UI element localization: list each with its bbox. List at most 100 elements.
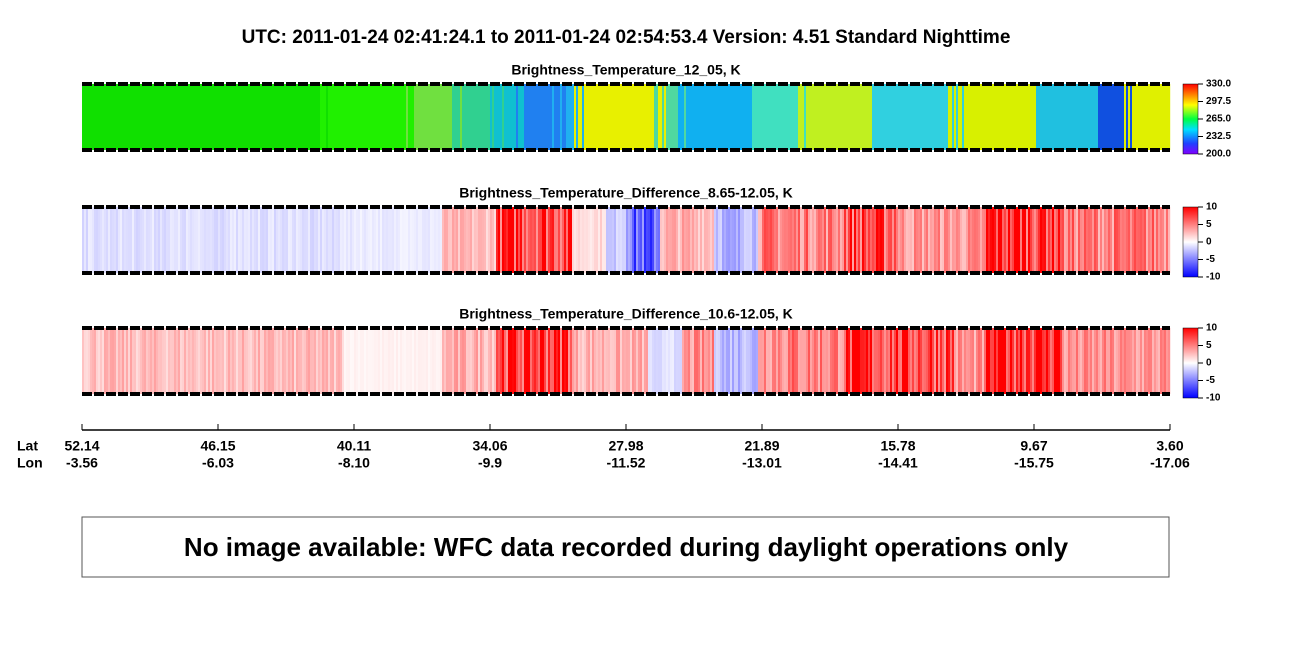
image-stripe [982, 207, 985, 273]
image-stripe [856, 84, 859, 150]
image-stripe [570, 84, 573, 150]
image-stripe [674, 207, 677, 273]
image-stripe [800, 207, 803, 273]
image-stripe [858, 328, 861, 394]
image-stripe [1112, 84, 1115, 150]
image-stripe [652, 207, 655, 273]
image-stripe [968, 84, 971, 150]
image-stripe [386, 84, 389, 150]
image-stripe [412, 207, 415, 273]
image-stripe [364, 207, 367, 273]
image-stripe [616, 328, 619, 394]
image-stripe [524, 207, 527, 273]
image-stripe [176, 207, 179, 273]
image-stripe [682, 207, 685, 273]
image-stripe [798, 84, 801, 150]
image-stripe [1112, 328, 1115, 394]
colorbar-tick-label: 10 [1206, 323, 1218, 334]
image-stripe [716, 207, 719, 273]
image-stripe [1046, 84, 1049, 150]
image-stripe [510, 207, 513, 273]
image-stripe [966, 328, 969, 394]
image-stripe [780, 207, 783, 273]
image-stripe [212, 84, 215, 150]
image-stripe [1076, 207, 1079, 273]
image-stripe [534, 328, 537, 394]
image-stripe [418, 207, 421, 273]
image-stripe [632, 84, 635, 150]
image-stripe [936, 328, 939, 394]
image-stripe [234, 207, 237, 273]
image-stripe [468, 207, 471, 273]
image-stripe [550, 207, 553, 273]
image-stripe [940, 84, 943, 150]
image-stripe [254, 84, 257, 150]
image-stripe [832, 328, 835, 394]
image-stripe [340, 328, 343, 394]
image-stripe [642, 84, 645, 150]
image-stripe [824, 207, 827, 273]
image-stripe [624, 84, 627, 150]
image-stripe [1054, 84, 1057, 150]
image-stripe [992, 207, 995, 273]
image-stripe [592, 84, 595, 150]
image-stripe [564, 207, 567, 273]
image-stripe [160, 328, 163, 394]
lat-tick-label: 46.15 [200, 438, 235, 454]
image-stripe [164, 328, 167, 394]
image-stripe [142, 328, 145, 394]
image-stripe [360, 207, 363, 273]
image-stripe [900, 207, 903, 273]
image-stripe [120, 84, 123, 150]
image-stripe [422, 207, 425, 273]
image-stripe [1120, 328, 1123, 394]
image-stripe [284, 207, 287, 273]
image-stripe [604, 207, 607, 273]
image-stripe [644, 84, 647, 150]
image-stripe [232, 84, 235, 150]
image-stripe [464, 328, 467, 394]
image-stripe [862, 207, 865, 273]
image-stripe [248, 207, 251, 273]
image-stripe [650, 328, 653, 394]
image-stripe [876, 84, 879, 150]
image-stripe [226, 84, 229, 150]
image-stripe [456, 207, 459, 273]
image-stripe [528, 207, 531, 273]
image-stripe [688, 328, 691, 394]
image-stripe [140, 84, 143, 150]
image-stripe [716, 84, 719, 150]
image-stripe [878, 84, 881, 150]
image-stripe [768, 328, 771, 394]
image-stripe [170, 84, 173, 150]
image-stripe [148, 84, 151, 150]
image-stripe [486, 207, 489, 273]
image-stripe [672, 84, 675, 150]
image-stripe [306, 84, 309, 150]
image-stripe [462, 84, 465, 150]
image-stripe [1136, 207, 1139, 273]
image-stripe [292, 84, 295, 150]
image-stripe [346, 84, 349, 150]
image-stripe [592, 328, 595, 394]
image-stripe [662, 84, 665, 150]
image-stripe [196, 207, 199, 273]
image-stripe [290, 207, 293, 273]
image-stripe [188, 84, 191, 150]
image-stripe [1094, 328, 1097, 394]
image-stripe [98, 207, 101, 273]
image-stripe [374, 328, 377, 394]
image-stripe [662, 328, 665, 394]
image-stripe [862, 328, 865, 394]
image-stripe [122, 328, 125, 394]
image-stripe [390, 328, 393, 394]
image-stripe [626, 328, 629, 394]
image-stripe [348, 328, 351, 394]
image-stripe [906, 207, 909, 273]
image-stripe [564, 84, 567, 150]
image-stripe [336, 84, 339, 150]
image-stripe [1036, 84, 1039, 150]
panel-title: Brightness_Temperature_Difference_8.65-1… [459, 185, 793, 201]
image-stripe [764, 328, 767, 394]
image-stripe [884, 207, 887, 273]
